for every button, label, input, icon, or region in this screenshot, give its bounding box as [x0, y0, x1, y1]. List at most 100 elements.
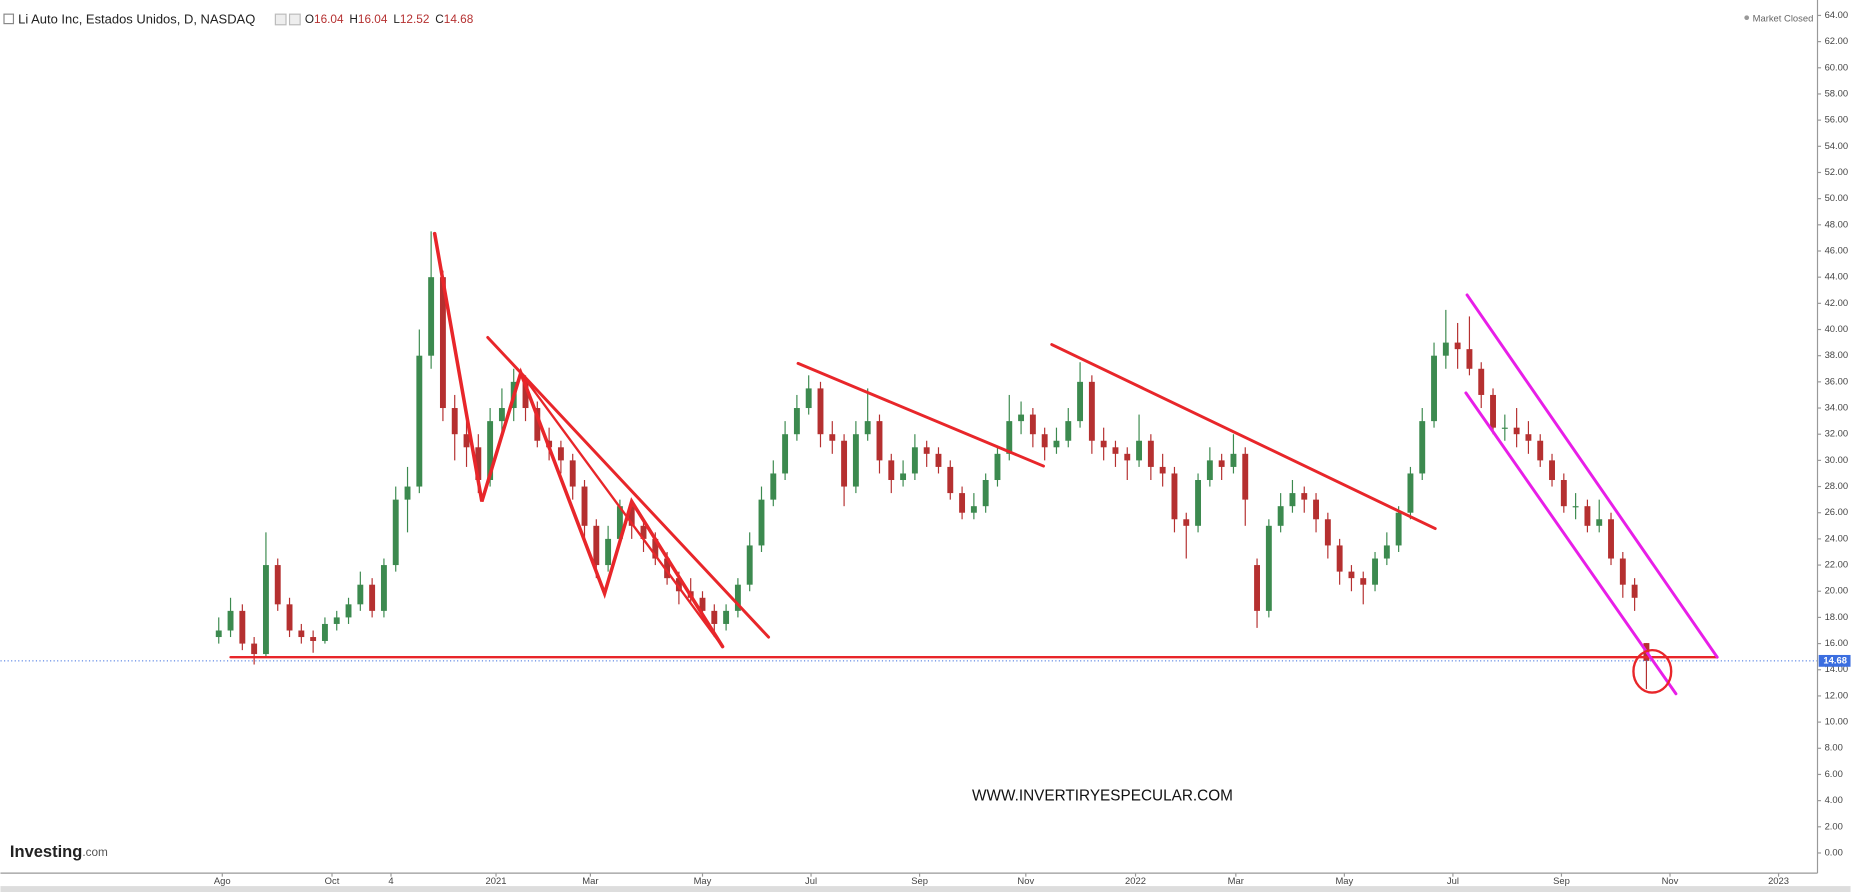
candle-body	[1029, 414, 1036, 435]
x-tick-label: Nov	[1662, 875, 1679, 886]
y-tick-label: 60.00	[1825, 61, 1849, 72]
channel-line	[1464, 391, 1678, 696]
y-tick-label: 42.00	[1825, 297, 1849, 308]
candle-body	[723, 610, 730, 624]
y-tick-label: 64.00	[1825, 9, 1849, 20]
candle-body	[404, 486, 411, 500]
y-tick-label: 36.00	[1825, 375, 1849, 386]
y-tick-label: 32.00	[1825, 428, 1849, 439]
candle-body	[298, 630, 305, 638]
candle-body	[1360, 578, 1367, 585]
x-tick-label: Sep	[911, 875, 928, 886]
candle-body	[852, 434, 859, 487]
candle-body	[557, 447, 564, 461]
candle-body	[1313, 499, 1319, 520]
candle-body	[569, 460, 576, 487]
label: C	[435, 13, 444, 26]
zigzag-line	[432, 231, 725, 649]
candle-body	[1513, 427, 1520, 435]
x-tick-label: May	[694, 875, 712, 886]
candle-body	[227, 610, 234, 631]
candle-body	[1383, 545, 1390, 559]
candle-body	[711, 610, 718, 624]
y-tick-label: 48.00	[1825, 218, 1849, 229]
x-tick-label: Mar	[1228, 875, 1244, 886]
candle-body	[616, 506, 623, 539]
candle-body	[534, 408, 541, 441]
x-tick-label: Oct	[325, 875, 340, 886]
candle-body	[1431, 355, 1437, 422]
candle-body	[805, 388, 812, 409]
candle-body	[463, 434, 470, 448]
candle-body	[1065, 421, 1072, 441]
candle-body	[475, 447, 482, 481]
settings-icon[interactable]	[274, 13, 287, 26]
candle-body	[605, 538, 612, 566]
candle-body	[1372, 558, 1378, 585]
x-tick-label: 4	[388, 875, 393, 886]
x-tick-label: Jul	[1447, 875, 1459, 886]
candle-body	[1454, 342, 1461, 350]
candle-body	[1112, 447, 1119, 454]
candle-body	[900, 473, 907, 481]
y-tick-label: 10.00	[1825, 716, 1849, 727]
candle-body	[1006, 421, 1013, 454]
candle-body	[888, 460, 895, 481]
last-price-box	[1818, 654, 1851, 667]
candle-body	[1206, 460, 1213, 481]
candle-body	[369, 584, 376, 611]
value: 16.04	[358, 13, 388, 26]
y-tick-label: 8.00	[1825, 742, 1843, 753]
candle-body	[1289, 493, 1296, 507]
candle-body	[1501, 427, 1508, 429]
y-tick-label: 52.00	[1825, 166, 1849, 177]
logo[interactable]: Investing.com	[10, 843, 108, 861]
scrollbar[interactable]	[0, 886, 1851, 892]
plot	[0, 231, 1818, 690]
candle-body	[829, 434, 836, 441]
candle-body	[345, 604, 352, 618]
logo-suffix: .com	[82, 846, 108, 859]
candle-body	[593, 525, 600, 566]
candle-body	[935, 453, 942, 467]
candle-body	[982, 480, 989, 507]
close-icon[interactable]	[288, 13, 301, 26]
candle-body	[841, 440, 848, 487]
trend-line	[1050, 343, 1437, 531]
candle-body	[1631, 584, 1638, 598]
candle-body	[699, 597, 706, 611]
label: H	[349, 13, 358, 26]
y-tick-label: 6.00	[1825, 768, 1843, 779]
candle-body	[1419, 421, 1426, 474]
candle-body	[1018, 414, 1025, 422]
candle-body	[1230, 453, 1237, 467]
candle-body	[321, 623, 328, 641]
candle-body	[1537, 440, 1544, 461]
ohlc-values: O16.04 H16.04 L12.52 C14.68	[305, 13, 474, 26]
y-tick-label: 16.00	[1825, 637, 1849, 648]
candle-body	[1301, 493, 1308, 500]
collapse-icon[interactable]	[3, 13, 15, 25]
label: L	[393, 13, 400, 26]
candle-body	[1171, 473, 1178, 520]
y-tick-label: 40.00	[1825, 323, 1849, 334]
candle-body	[1442, 342, 1449, 356]
channel-line	[1465, 293, 1719, 659]
x-tick-label: 2021	[486, 875, 507, 886]
candle-body	[1348, 571, 1355, 579]
candle-body	[1466, 349, 1473, 369]
value: 12.52	[400, 13, 429, 26]
candle-body	[380, 565, 387, 611]
candle-body	[1619, 558, 1626, 585]
candle-body	[1242, 453, 1249, 500]
x-tick-label: Sep	[1553, 875, 1570, 886]
candle-body	[864, 421, 871, 435]
trend-line	[519, 371, 724, 648]
candle-body	[428, 277, 435, 356]
candle-body	[1584, 506, 1591, 526]
candle-body	[1596, 519, 1603, 526]
x-tick-label: Nov	[1017, 875, 1034, 886]
candle-body	[1560, 480, 1567, 507]
market-status: Market Closed	[1753, 12, 1814, 23]
candle-body	[1608, 519, 1614, 559]
